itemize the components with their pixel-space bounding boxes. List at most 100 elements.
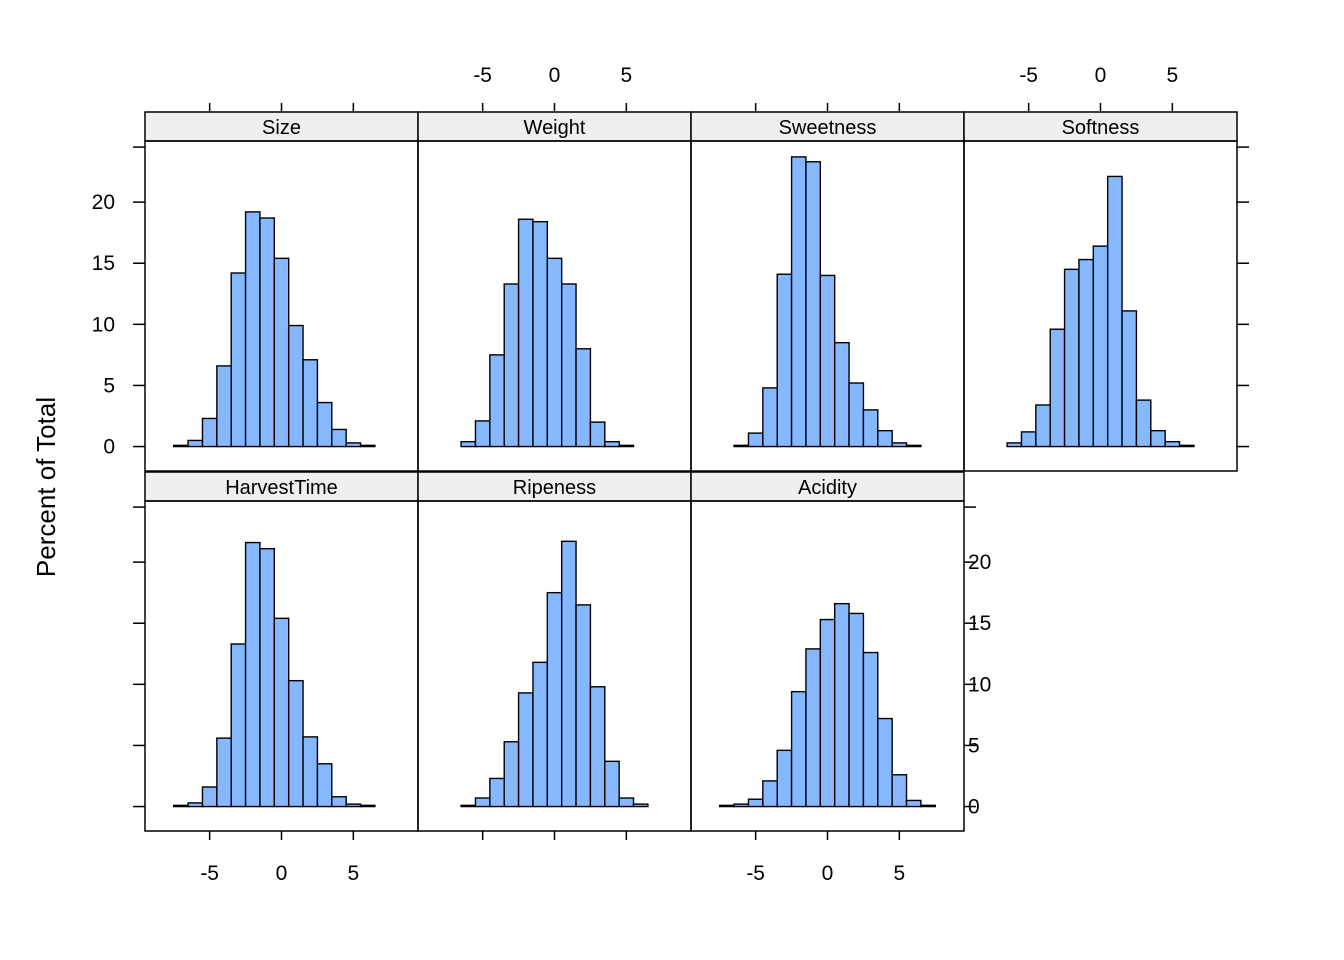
bar-sweetness-10 [848,382,865,448]
bar-ripeness-10 [575,604,592,808]
bar-weight-4 [489,354,505,448]
y-tick-label-left-2: 10 [92,313,115,336]
x-tick-label-bottom-harvesttime-0: -5 [200,862,219,885]
bar-size-2 [187,439,204,448]
y-tick-label-left-0: 0 [103,436,115,459]
panel-ripeness: Ripeness [417,471,692,840]
y-axis-title: Percent of Total [31,397,61,577]
bar-ripeness-3 [474,797,491,808]
strip-label-harvesttime: HarvestTime [225,477,338,499]
bar-acidity-2 [733,803,750,808]
bar-ripeness-7 [532,661,549,808]
bar-harvesttime-13 [345,803,362,808]
bar-size-3 [201,417,218,448]
bar-ripeness-13 [618,797,635,808]
panel-harvesttime: HarvestTime -5 0 5 [133,471,419,885]
bar-weight-2 [460,440,477,448]
bar-weight-3 [474,420,491,448]
bar-ripeness-2 [460,804,477,808]
x-tick-label-top-softness-0: -5 [1019,64,1038,87]
x-tick-label-bottom-harvesttime-1: 0 [276,862,288,885]
bar-size-13 [345,442,362,448]
bar-softness-6 [1063,268,1080,448]
bar-weight-8 [546,257,563,448]
bar-ripeness-11 [589,686,606,808]
x-tick-label-top-weight-2: 5 [620,64,632,87]
bar-sweetness-14 [905,444,922,448]
y-tick-label-left-3: 15 [92,252,115,275]
bar-acidity-14 [905,799,922,808]
bar-ripeness-9 [560,540,577,808]
bar-ripeness-8 [546,591,563,808]
bar-harvesttime-9 [287,679,304,808]
bar-softness-4 [1035,404,1051,448]
bar-weight-12 [604,440,620,448]
bar-sweetness-9 [833,341,850,448]
bar-weight-10 [575,348,592,448]
bar-harvesttime-5 [230,643,247,808]
panel-softness: Softness -5 0 5 [963,64,1249,472]
bar-softness-10 [1121,310,1138,448]
bar-harvesttime-6 [244,541,261,808]
y-tick-label-right-0: 0 [968,796,980,819]
panels-group: Size 0 5 10 15 20 Weight -5 0 5 Sweetness Softness -… [92,64,1249,885]
strip-acidity [690,471,965,502]
bar-weight-6 [517,218,534,448]
bar-sweetness-13 [891,442,908,448]
x-tick-label-bottom-acidity-2: 5 [893,862,905,885]
strip-label-ripeness: Ripeness [513,477,596,499]
bar-harvesttime-7 [259,547,276,808]
bar-size-9 [287,324,304,448]
bar-harvesttime-1 [173,804,189,808]
bar-weight-13 [618,444,635,448]
bar-harvesttime-3 [201,786,218,808]
bar-sweetness-4 [762,387,778,448]
bar-acidity-10 [848,612,865,808]
bar-acidity-6 [790,690,807,808]
bar-harvesttime-14 [359,804,376,808]
bar-size-8 [273,257,290,448]
strip-label-softness: Softness [1062,117,1140,139]
bar-acidity-4 [762,780,778,808]
bar-sweetness-12 [877,429,893,448]
bar-acidity-1 [719,804,735,808]
x-tick-label-bottom-acidity-1: 0 [822,862,834,885]
bar-acidity-7 [805,648,822,808]
bar-size-7 [259,217,276,448]
bar-acidity-11 [862,651,879,808]
bar-harvesttime-11 [316,763,333,808]
y-tick-label-right-4: 20 [968,551,991,574]
y-tick-label-right-3: 15 [968,612,991,635]
x-tick-label-top-weight-0: -5 [473,64,492,87]
strip-size [144,111,419,142]
panel-size: Size 0 5 10 15 20 [92,103,419,472]
bar-sweetness-6 [790,156,807,448]
bar-harvesttime-2 [187,802,204,808]
bar-sweetness-11 [862,409,879,448]
y-tick-label-left-1: 5 [103,374,115,397]
bar-ripeness-6 [517,692,534,808]
x-tick-label-top-weight-1: 0 [549,64,561,87]
strip-label-weight: Weight [524,117,586,139]
strip-softness [963,111,1238,142]
bar-sweetness-5 [776,273,793,448]
bar-ripeness-12 [604,760,620,808]
bar-size-10 [302,359,319,448]
bar-softness-9 [1106,175,1123,448]
bar-sweetness-7 [805,161,822,448]
bar-size-6 [244,211,261,448]
bar-weight-9 [560,283,577,448]
bar-softness-13 [1164,440,1181,448]
strip-sweetness [690,111,965,142]
panel-frame-softness [963,140,1238,472]
bar-size-12 [331,428,347,448]
bar-acidity-3 [747,798,764,808]
bar-sweetness-3 [747,432,764,448]
bar-size-1 [173,444,189,448]
bar-sweetness-8 [819,274,836,448]
bar-size-14 [359,444,376,448]
panel-sweetness: Sweetness [690,103,965,472]
bar-softness-5 [1049,328,1066,448]
bar-acidity-13 [891,774,908,808]
bar-acidity-15 [920,804,936,808]
